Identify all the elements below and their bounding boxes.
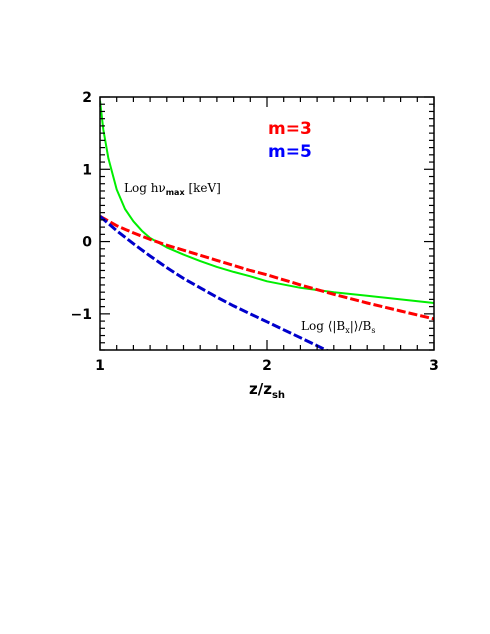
- annotation-hnu-prefix: Log hν: [124, 181, 166, 195]
- annotation-bx-sub2: s: [371, 326, 375, 335]
- legend-m5: m=5: [268, 142, 312, 162]
- tick-layer: 1 2 3 2 1 0 −1: [71, 90, 439, 374]
- annotation-hnu-max: Log hνmax [keV]: [124, 181, 221, 197]
- y-tick-label: 1: [82, 162, 92, 178]
- y-tick-label: 0: [82, 235, 92, 251]
- series-line-2: [100, 215, 330, 350]
- y-tick-label: 2: [82, 90, 92, 106]
- annotation-bx-mid: |⟩/B: [350, 319, 372, 333]
- annotation-bx-prefix: Log ⟨|B: [301, 319, 345, 333]
- x-axis-label-main: z/z: [249, 380, 272, 398]
- x-tick-label: 2: [262, 358, 272, 374]
- x-axis-label-sub: sh: [272, 390, 285, 401]
- annotation-bx: Log ⟨|Bx|⟩/Bs: [301, 319, 375, 335]
- x-axis-label: z/zsh: [249, 380, 285, 401]
- plot-frame: [99, 96, 435, 351]
- x-tick-label: 3: [429, 358, 439, 374]
- series-line-0: [100, 100, 434, 304]
- x-tick-label: 1: [95, 358, 105, 374]
- y-tick-label: −1: [71, 307, 92, 323]
- annotation-hnu-sub: max: [166, 188, 186, 197]
- legend-m3: m=3: [268, 119, 312, 139]
- series-layer: [100, 100, 434, 350]
- series-line-1: [100, 214, 434, 321]
- annotation-bx-sub1: x: [345, 326, 350, 335]
- annotation-hnu-suffix: [keV]: [185, 181, 221, 195]
